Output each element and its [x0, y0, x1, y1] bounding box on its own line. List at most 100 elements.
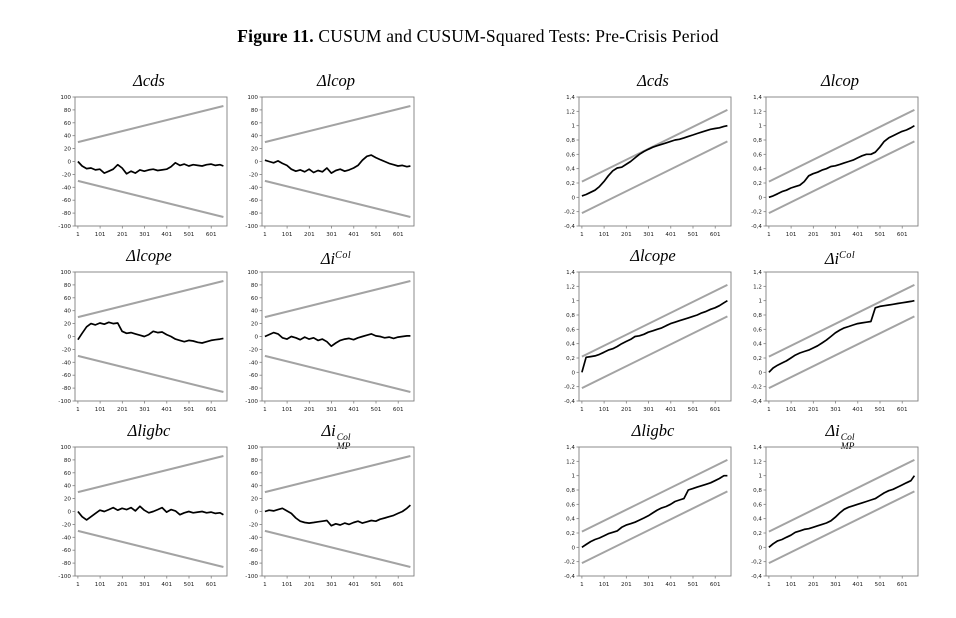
- x-tick-label: 201: [808, 407, 819, 413]
- upper-significance-bound-line: [264, 105, 411, 144]
- chart-title-base: Δcds: [637, 71, 669, 90]
- y-tick-label: 40: [64, 134, 72, 140]
- y-tick-label: 0,6: [753, 152, 762, 158]
- y-tick-label: -80: [62, 386, 72, 392]
- y-tick-label: -100: [58, 399, 71, 405]
- test-statistic-series-line: [768, 475, 916, 548]
- y-tick-label: 80: [251, 283, 259, 289]
- test-statistic-series-line: [581, 299, 728, 373]
- upper-significance-bound-line: [77, 280, 224, 319]
- y-tick-label: -80: [249, 211, 259, 217]
- y-tick-label: 0,4: [753, 517, 762, 523]
- x-tick-label: 301: [326, 232, 337, 238]
- x-tick-label: 1: [580, 582, 584, 588]
- lower-significance-bound-line: [264, 529, 411, 568]
- y-tick-label: -40: [62, 185, 72, 191]
- x-tick-label: 601: [710, 232, 721, 238]
- y-tick-label: -20: [62, 347, 72, 353]
- x-tick-label: 1: [263, 232, 267, 238]
- chart-title-base: Δcds: [133, 71, 165, 90]
- cusum-panel: Δcds 100 80 60 40 20 0 -20 -40 -60 -80 -100 1 101 201 3…: [50, 70, 421, 591]
- x-tick-label: 101: [282, 407, 293, 413]
- chart-title-base: Δi: [320, 249, 336, 268]
- chart-title-base: Δlcop: [316, 71, 356, 90]
- y-tick-label: 1: [758, 474, 762, 480]
- chart-title-cusum-dimp: Δi Col MP: [237, 420, 421, 452]
- chart-title-superscript: Col: [839, 250, 856, 261]
- x-tick-label: 201: [621, 582, 632, 588]
- y-tick-label: 40: [251, 309, 259, 315]
- x-tick-label: 101: [786, 232, 797, 238]
- x-tick-label: 301: [139, 582, 150, 588]
- y-tick-label: 1,4: [566, 95, 575, 101]
- chart-plot-cusum-dicol: 100 80 60 40 20 0 -20 -40 -60 -80 -100 1 101 201 301 40…: [245, 270, 415, 413]
- x-tick-label: 101: [282, 232, 293, 238]
- y-tick-label: -20: [249, 347, 259, 353]
- chart-plot-cusumsq-dcds: 1,4 1,2 1 0,8 0,6 0,4 0,2 0 -0,2 -0,4 1 101 201 301 40…: [564, 95, 732, 238]
- x-tick-label: 501: [875, 582, 886, 588]
- x-tick-label: 101: [786, 407, 797, 413]
- plot-frame: [261, 96, 415, 227]
- x-tick-label: 401: [665, 232, 676, 238]
- lower-significance-bound-line: [581, 315, 728, 389]
- chart-title-cusum-dligbc: Δligbc: [50, 420, 234, 442]
- lower-significance-bound-line: [768, 140, 915, 214]
- x-tick-label: 601: [206, 232, 217, 238]
- y-tick-label: -20: [62, 172, 72, 178]
- x-tick-label: 1: [767, 407, 771, 413]
- chart-title-cusumsq-dicol: ΔiCol: [741, 245, 925, 268]
- y-tick-label: 0: [571, 545, 575, 551]
- y-tick-label: 80: [251, 458, 259, 464]
- x-tick-label: 301: [643, 232, 654, 238]
- chart-plot-cusumsq-dlcope: 1,4 1,2 1 0,8 0,6 0,4 0,2 0 -0,2 -0,4 1 101 201 301 40…: [564, 270, 732, 413]
- x-tick-label: 601: [393, 407, 404, 413]
- x-tick-label: 501: [875, 232, 886, 238]
- y-tick-label: 1,4: [753, 95, 762, 101]
- y-tick-label: -40: [249, 535, 259, 541]
- x-tick-label: 1: [76, 407, 80, 413]
- lower-significance-bound-line: [264, 179, 411, 218]
- x-tick-label: 401: [665, 582, 676, 588]
- y-tick-label: 60: [64, 121, 72, 127]
- y-tick-label: 0: [67, 510, 71, 516]
- plot-frame: [578, 96, 732, 227]
- x-tick-label: 201: [621, 232, 632, 238]
- y-tick-label: 0,6: [753, 502, 762, 508]
- lower-significance-bound-line: [768, 315, 915, 389]
- y-tick-label: 0,2: [753, 356, 762, 362]
- chart-plot-cusum-dcds: 100 80 60 40 20 0 -20 -40 -60 -80 -100 1 101 201 301 40…: [58, 95, 228, 238]
- x-tick-label: 601: [710, 407, 721, 413]
- plot-frame: [765, 271, 919, 402]
- x-tick-label: 201: [117, 407, 128, 413]
- y-tick-label: 60: [251, 121, 259, 127]
- x-tick-label: 301: [643, 582, 654, 588]
- y-tick-label: -0,4: [751, 224, 762, 230]
- x-tick-label: 1: [76, 232, 80, 238]
- chart-cusumsq-dlcope: Δlcope 1,4 1,2 1 0,8 0,6 0,4 0,2 0 -0,2 -0,4 1 101 20…: [554, 245, 738, 416]
- x-tick-label: 601: [710, 582, 721, 588]
- y-tick-label: 1,2: [753, 284, 762, 290]
- y-tick-label: 1: [758, 299, 762, 305]
- x-tick-label: 501: [184, 582, 195, 588]
- y-tick-label: 0: [571, 195, 575, 201]
- x-tick-label: 401: [348, 582, 359, 588]
- y-tick-label: 80: [251, 108, 259, 114]
- chart-plot-cusum-dimp: 100 80 60 40 20 0 -20 -40 -60 -80 -100 1 101 201 301 40…: [245, 445, 415, 588]
- y-tick-label: -100: [245, 574, 258, 580]
- test-statistic-series-line: [77, 321, 224, 344]
- plot-frame: [765, 96, 919, 227]
- chart-title-cusumsq-dimp: Δi Col MP: [741, 420, 925, 452]
- y-tick-label: 1,4: [566, 270, 575, 276]
- y-tick-label: 20: [64, 497, 72, 503]
- y-tick-label: -40: [249, 185, 259, 191]
- x-tick-label: 401: [161, 407, 172, 413]
- x-tick-label: 1: [767, 582, 771, 588]
- y-tick-label: -20: [249, 172, 259, 178]
- x-tick-label: 301: [830, 407, 841, 413]
- x-tick-label: 601: [897, 407, 908, 413]
- x-tick-label: 201: [621, 407, 632, 413]
- plot-frame: [765, 446, 919, 577]
- test-statistic-series-line: [581, 474, 728, 549]
- x-tick-label: 401: [665, 407, 676, 413]
- y-tick-label: -0,2: [751, 210, 762, 216]
